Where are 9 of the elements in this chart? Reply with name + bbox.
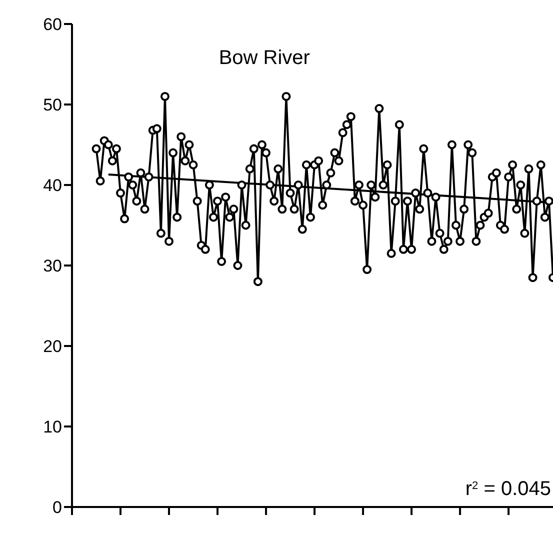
y-tick-label: 0 (52, 498, 62, 518)
y-tick-label: 20 (43, 337, 62, 356)
text: Bow River (218, 47, 310, 69)
y-tick-label: 60 (43, 15, 62, 34)
y-tick-label: 40 (43, 176, 62, 196)
y-tick-label: 30 (43, 256, 62, 276)
annotation: r$^{2}$ = 0.045 (465, 478, 551, 500)
y-tick-label: 50 (43, 96, 62, 115)
y-tick-label: 10 (43, 418, 62, 437)
